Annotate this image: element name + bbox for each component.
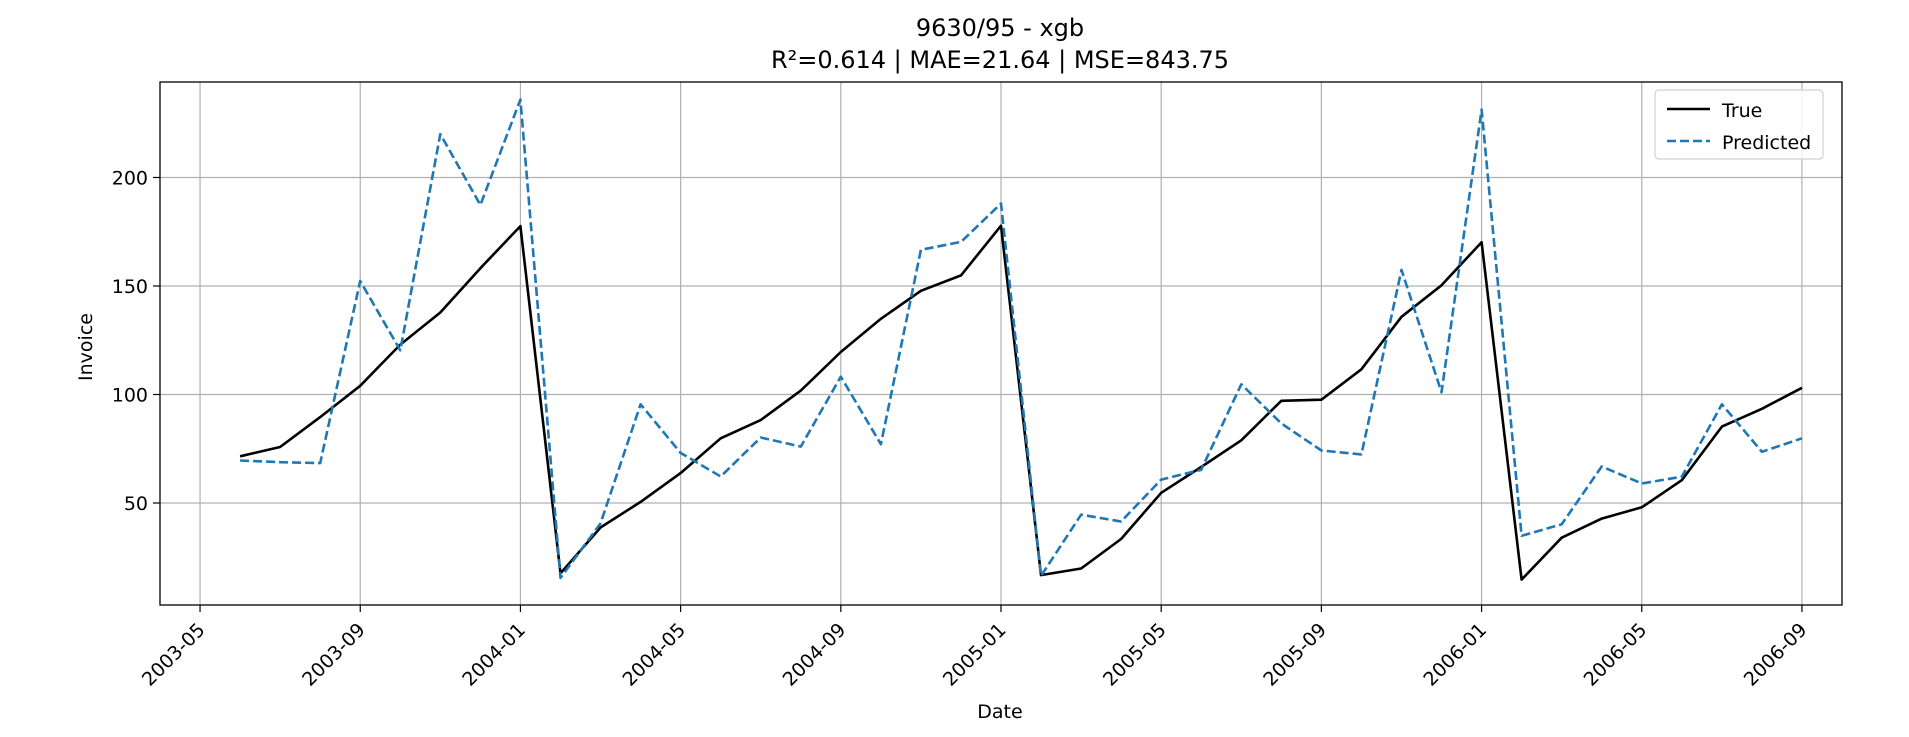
series-line-true bbox=[239, 224, 1803, 581]
x-tick-label: 2006-01 bbox=[1419, 619, 1491, 691]
y-axis-label: Invoice bbox=[75, 313, 97, 381]
grid bbox=[160, 82, 1842, 605]
y-tick-label: 150 bbox=[112, 276, 148, 298]
chart-title: 9630/95 - xgb bbox=[916, 14, 1084, 42]
legend: True Predicted bbox=[1654, 89, 1824, 160]
x-tick-label: 2006-09 bbox=[1740, 619, 1812, 691]
x-tick-label: 2004-01 bbox=[458, 619, 530, 691]
x-tick-label: 2003-05 bbox=[138, 619, 210, 691]
x-tick-label: 2005-09 bbox=[1259, 619, 1331, 691]
legend-label-predicted: Predicted bbox=[1722, 132, 1811, 154]
series-lines bbox=[239, 98, 1803, 581]
x-tick-label: 2004-05 bbox=[618, 619, 690, 691]
chart-subtitle: R²=0.614 | MAE=21.64 | MSE=843.75 bbox=[771, 46, 1229, 74]
x-tick-label: 2005-01 bbox=[939, 619, 1011, 691]
x-axis-label: Date bbox=[977, 701, 1022, 723]
y-tick-label: 200 bbox=[112, 167, 148, 189]
y-tick-label: 50 bbox=[124, 493, 148, 515]
x-tick-label: 2005-05 bbox=[1099, 619, 1171, 691]
x-tick-label: 2003-09 bbox=[298, 619, 370, 691]
x-tick-label: 2006-05 bbox=[1580, 619, 1652, 691]
legend-label-true: True bbox=[1721, 100, 1762, 122]
x-tick-label: 2004-09 bbox=[779, 619, 851, 691]
y-tick-label: 100 bbox=[112, 384, 148, 406]
axis-ticks: 2003-05 2003-09 2004-01 2004-05 2004-09 2005-… bbox=[112, 167, 1812, 690]
series-line-predicted bbox=[240, 98, 1803, 580]
